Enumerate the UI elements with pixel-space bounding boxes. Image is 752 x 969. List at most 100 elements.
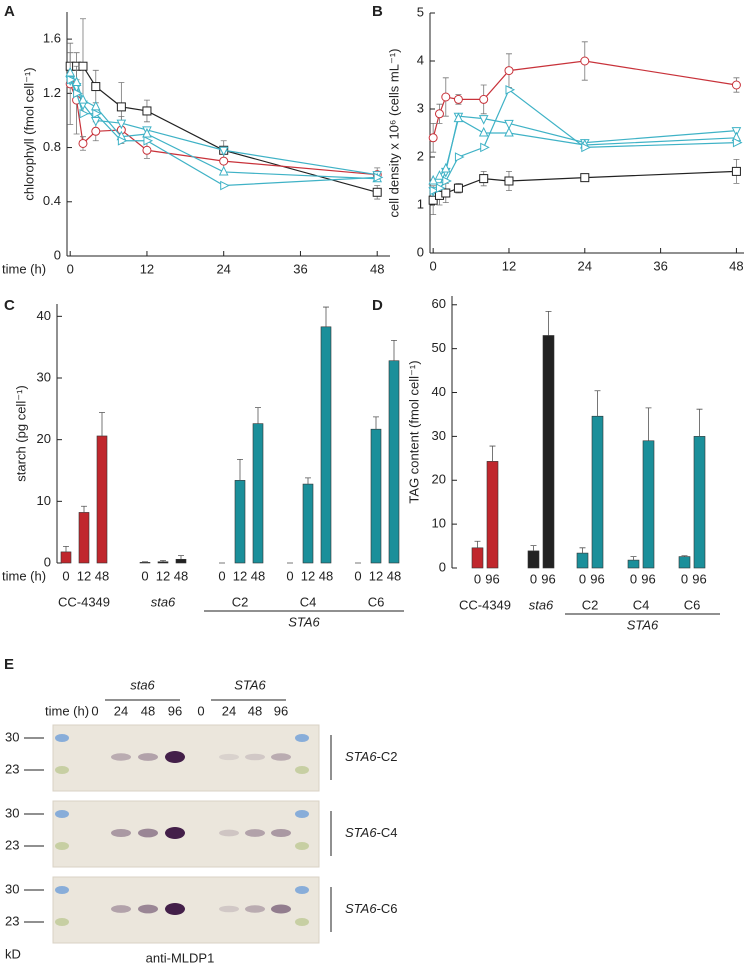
protein-band — [138, 828, 158, 838]
protein-band — [219, 829, 239, 837]
y-tick-label: 1.2 — [43, 85, 61, 100]
group-label: C4 — [633, 597, 650, 612]
gene-name: STA6 — [345, 901, 377, 916]
category-label: 96 — [641, 571, 655, 586]
bar — [175, 558, 187, 564]
point — [429, 185, 440, 196]
protein-band — [271, 904, 291, 914]
y-tick-label: 50 — [432, 340, 446, 355]
group-label: C2 — [232, 594, 249, 609]
panel-letter: B — [372, 3, 383, 20]
x-tick-label: 48 — [729, 258, 743, 273]
ladder-band — [55, 810, 69, 818]
ladder-band — [55, 734, 69, 742]
point — [91, 82, 101, 92]
protein-band — [111, 905, 131, 913]
antibody-label: anti-MLDP1 — [146, 950, 215, 965]
group-label: sta6 — [529, 597, 554, 612]
protein-band — [138, 753, 158, 761]
category-label: 12 — [301, 568, 315, 583]
marker-label: 30 — [5, 881, 19, 896]
point — [434, 109, 444, 119]
y-tick-label: 0 — [44, 554, 51, 569]
point — [440, 162, 451, 173]
y-tick-label: 0.4 — [43, 193, 61, 208]
error-bar — [305, 477, 311, 485]
y-tick-label: 10 — [37, 493, 51, 508]
bar — [527, 550, 540, 569]
panel-letter: A — [4, 3, 15, 20]
point — [581, 142, 591, 153]
bar — [576, 552, 589, 569]
y-tick-label: 3 — [417, 100, 424, 115]
point — [219, 156, 229, 166]
category-label: 96 — [541, 571, 555, 586]
error-bar — [391, 339, 397, 361]
ladder-band — [295, 734, 309, 742]
point — [478, 126, 489, 137]
point — [731, 127, 742, 137]
lane-label: 24 — [222, 703, 236, 718]
point — [442, 176, 452, 186]
group-label: C6 — [684, 597, 701, 612]
error-bar — [237, 459, 243, 481]
category-label: 12 — [156, 568, 170, 583]
x-axis-label: time (h) — [2, 568, 46, 583]
lane-label: 96 — [274, 703, 288, 718]
clone-name: -C2 — [377, 749, 398, 764]
point — [453, 112, 464, 123]
error-bar — [255, 407, 261, 424]
point — [731, 80, 741, 90]
point — [478, 115, 489, 125]
panel-letter: C — [4, 297, 15, 314]
point — [504, 66, 514, 76]
point — [428, 174, 438, 185]
protein-band — [165, 751, 185, 763]
point — [479, 94, 489, 104]
y-axis-label: cell density x 10⁶ (cells mL⁻¹) — [386, 49, 401, 218]
protein-band — [165, 827, 185, 839]
bar — [591, 415, 604, 569]
point — [441, 188, 451, 198]
x-tick-label: 48 — [370, 261, 384, 276]
point — [66, 74, 77, 85]
category-label: 48 — [387, 568, 401, 583]
point — [90, 116, 101, 127]
category-label: 0 — [286, 568, 293, 583]
time-label: time (h) — [45, 703, 89, 718]
group-label: STA6 — [234, 677, 266, 692]
group-label: CC-4349 — [459, 597, 511, 612]
bar — [370, 428, 382, 564]
x-tick-label: 36 — [653, 258, 667, 273]
error-bar — [489, 445, 496, 462]
point — [142, 106, 152, 116]
bracket-label: STA6 — [288, 614, 320, 629]
ladder-band — [295, 810, 309, 818]
point — [116, 102, 126, 112]
panel-letter: E — [4, 656, 14, 673]
x-tick-label: 24 — [578, 258, 592, 273]
point — [480, 142, 490, 153]
category-label: 12 — [77, 568, 91, 583]
y-tick-label: 4 — [417, 52, 424, 67]
category-label: 0 — [141, 568, 148, 583]
category-label: 0 — [62, 568, 69, 583]
point — [434, 170, 445, 180]
point — [220, 180, 230, 191]
lane-label: 24 — [114, 703, 128, 718]
y-tick-label: 40 — [432, 384, 446, 399]
point — [73, 88, 83, 99]
group-label: C2 — [582, 597, 599, 612]
point — [78, 93, 88, 104]
point — [373, 172, 384, 183]
bar — [320, 326, 332, 564]
ladder-band — [55, 886, 69, 894]
y-tick-label: 20 — [37, 431, 51, 446]
category-label: 48 — [174, 568, 188, 583]
point — [372, 187, 382, 197]
bar — [157, 561, 169, 564]
marker-label: 23 — [5, 913, 19, 928]
error-bar — [594, 390, 601, 417]
series-line — [69, 83, 378, 176]
point — [92, 108, 102, 119]
